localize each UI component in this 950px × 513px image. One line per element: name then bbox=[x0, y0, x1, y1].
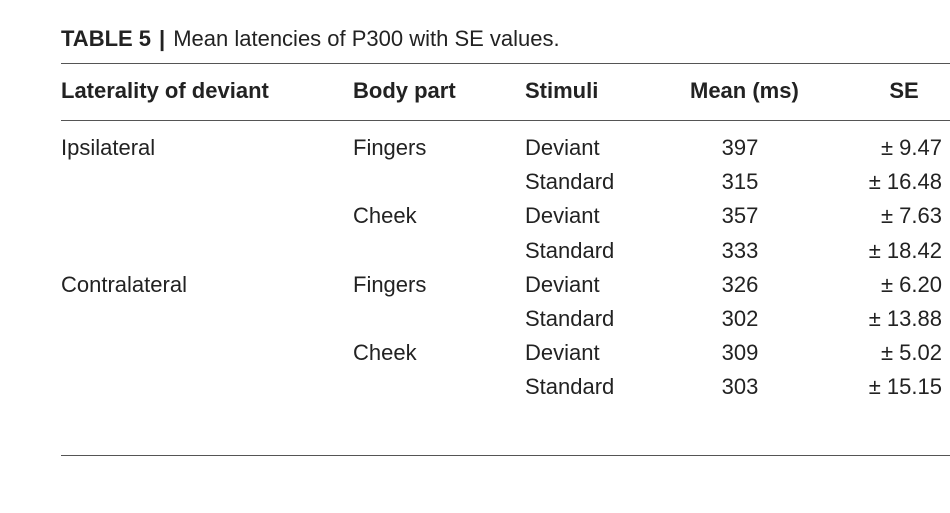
cell-se: ± 7.63 bbox=[880, 203, 942, 228]
cell-se: ± 6.20 bbox=[880, 272, 942, 297]
cell-stimuli: Deviant bbox=[525, 272, 600, 297]
table-header-rule bbox=[61, 120, 950, 121]
cell-mean: 397 bbox=[721, 135, 759, 160]
caption-separator: | bbox=[159, 26, 166, 51]
cell-mean: 303 bbox=[721, 374, 759, 399]
header-laterality: Laterality of deviant bbox=[61, 78, 269, 103]
cell-mean: 326 bbox=[721, 272, 759, 297]
cell-mean: 309 bbox=[721, 340, 759, 365]
cell-stimuli: Standard bbox=[525, 169, 615, 194]
cell-stimuli: Deviant bbox=[525, 135, 600, 160]
cell-body-part: Fingers bbox=[353, 135, 427, 160]
cell-stimuli: Deviant bbox=[525, 340, 600, 365]
header-body-part: Body part bbox=[353, 78, 456, 103]
table-caption: TABLE 5 | Mean latencies of P300 with SE v… bbox=[61, 26, 560, 52]
cell-mean: 357 bbox=[721, 203, 759, 228]
cell-se: ± 13.88 bbox=[868, 306, 942, 331]
table-bottom-rule bbox=[61, 455, 950, 456]
cell-laterality: Contralateral bbox=[61, 272, 187, 297]
cell-se: ± 16.48 bbox=[868, 169, 942, 194]
cell-body-part: Fingers bbox=[353, 272, 427, 297]
cell-mean: 315 bbox=[721, 169, 759, 194]
cell-laterality: Ipsilateral bbox=[61, 135, 156, 160]
cell-se: ± 9.47 bbox=[880, 135, 942, 160]
cell-se: ± 5.02 bbox=[880, 340, 942, 365]
table-top-rule bbox=[61, 63, 950, 64]
cell-body-part: Cheek bbox=[353, 340, 417, 365]
header-stimuli: Stimuli bbox=[525, 78, 599, 103]
cell-se: ± 15.15 bbox=[868, 374, 942, 399]
cell-stimuli: Standard bbox=[525, 374, 615, 399]
cell-stimuli: Deviant bbox=[525, 203, 600, 228]
caption-text: Mean latencies of P300 with SE values. bbox=[173, 26, 560, 51]
header-se: SE bbox=[889, 78, 919, 103]
cell-body-part: Cheek bbox=[353, 203, 417, 228]
cell-se: ± 18.42 bbox=[868, 238, 942, 263]
header-mean: Mean (ms) bbox=[690, 78, 799, 103]
cell-mean: 333 bbox=[721, 238, 759, 263]
table-label: TABLE 5 bbox=[61, 26, 152, 51]
cell-mean: 302 bbox=[721, 306, 759, 331]
cell-stimuli: Standard bbox=[525, 306, 615, 331]
cell-stimuli: Standard bbox=[525, 238, 615, 263]
